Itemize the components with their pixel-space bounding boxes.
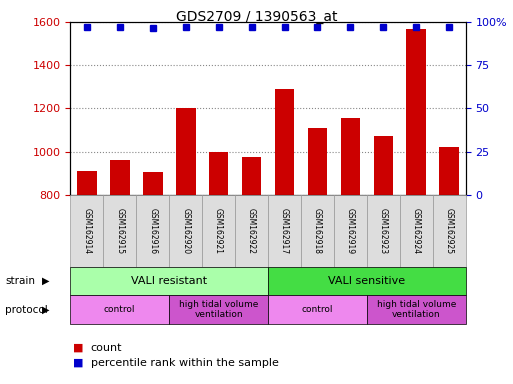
Bar	[176, 108, 195, 195]
Text: ■: ■	[73, 343, 83, 353]
Bar	[143, 172, 163, 195]
Text: GDS2709 / 1390563_at: GDS2709 / 1390563_at	[176, 10, 337, 23]
Bar	[373, 136, 393, 195]
Text: ■: ■	[73, 358, 83, 368]
Text: GSM162924: GSM162924	[412, 208, 421, 254]
Text: high tidal volume
ventilation: high tidal volume ventilation	[179, 300, 258, 319]
Text: GSM162914: GSM162914	[82, 208, 91, 254]
Bar	[209, 152, 228, 195]
Text: GSM162922: GSM162922	[247, 208, 256, 254]
Text: strain: strain	[5, 276, 35, 286]
Text: count: count	[91, 343, 122, 353]
Text: VALI sensitive: VALI sensitive	[328, 276, 405, 286]
Bar	[308, 128, 327, 195]
Text: control: control	[104, 305, 135, 314]
Bar	[242, 157, 262, 195]
Text: GSM162923: GSM162923	[379, 208, 388, 254]
Text: GSM162915: GSM162915	[115, 208, 124, 254]
Text: protocol: protocol	[5, 305, 48, 314]
Bar	[110, 161, 130, 195]
Text: GSM162916: GSM162916	[148, 208, 157, 254]
Bar	[341, 118, 360, 195]
Text: ▶: ▶	[42, 305, 50, 314]
Text: GSM162920: GSM162920	[181, 208, 190, 254]
Bar	[440, 147, 459, 195]
Text: high tidal volume
ventilation: high tidal volume ventilation	[377, 300, 456, 319]
Text: percentile rank within the sample: percentile rank within the sample	[91, 358, 279, 368]
Text: control: control	[302, 305, 333, 314]
Bar	[77, 171, 96, 195]
Bar	[406, 29, 426, 195]
Text: GSM162919: GSM162919	[346, 208, 355, 254]
Text: GSM162917: GSM162917	[280, 208, 289, 254]
Text: ▶: ▶	[42, 276, 50, 286]
Bar	[274, 89, 294, 195]
Text: GSM162921: GSM162921	[214, 208, 223, 254]
Text: GSM162925: GSM162925	[445, 208, 454, 254]
Text: VALI resistant: VALI resistant	[131, 276, 207, 286]
Text: GSM162918: GSM162918	[313, 208, 322, 254]
